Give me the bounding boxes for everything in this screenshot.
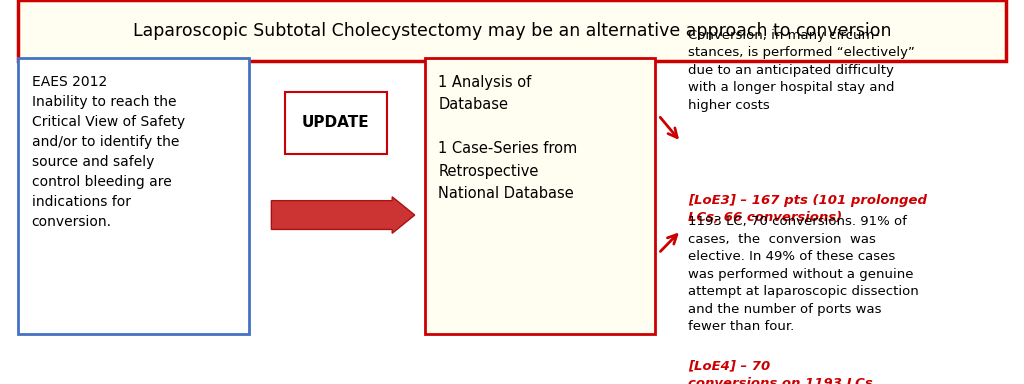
FancyBboxPatch shape <box>285 92 387 154</box>
Text: UPDATE: UPDATE <box>302 115 370 131</box>
Text: Conversion, in many circum-
stances, is performed “electively”
due to an anticip: Conversion, in many circum- stances, is … <box>688 29 915 112</box>
FancyBboxPatch shape <box>18 0 1006 61</box>
Text: Laparoscopic Subtotal Cholecystectomy may be an alternative approach to conversi: Laparoscopic Subtotal Cholecystectomy ma… <box>133 22 891 40</box>
FancyArrow shape <box>271 197 415 233</box>
Text: EAES 2012
Inability to reach the
Critical View of Safety
and/or to identify the
: EAES 2012 Inability to reach the Critica… <box>32 75 185 229</box>
Text: 1193 LC, 70 conversions. 91% of
cases,  the  conversion  was
elective. In 49% of: 1193 LC, 70 conversions. 91% of cases, t… <box>688 215 919 333</box>
FancyBboxPatch shape <box>18 58 249 334</box>
Text: [LoE3] – 167 pts (101 prolonged
LCs, 66 conversions): [LoE3] – 167 pts (101 prolonged LCs, 66 … <box>688 194 927 224</box>
Text: [LoE4] – 70
conversions on 1193 LCs: [LoE4] – 70 conversions on 1193 LCs <box>688 359 872 384</box>
Text: 1 Analysis of
Database

1 Case-Series from
Retrospective
National Database: 1 Analysis of Database 1 Case-Series fro… <box>438 75 578 201</box>
FancyBboxPatch shape <box>425 58 655 334</box>
